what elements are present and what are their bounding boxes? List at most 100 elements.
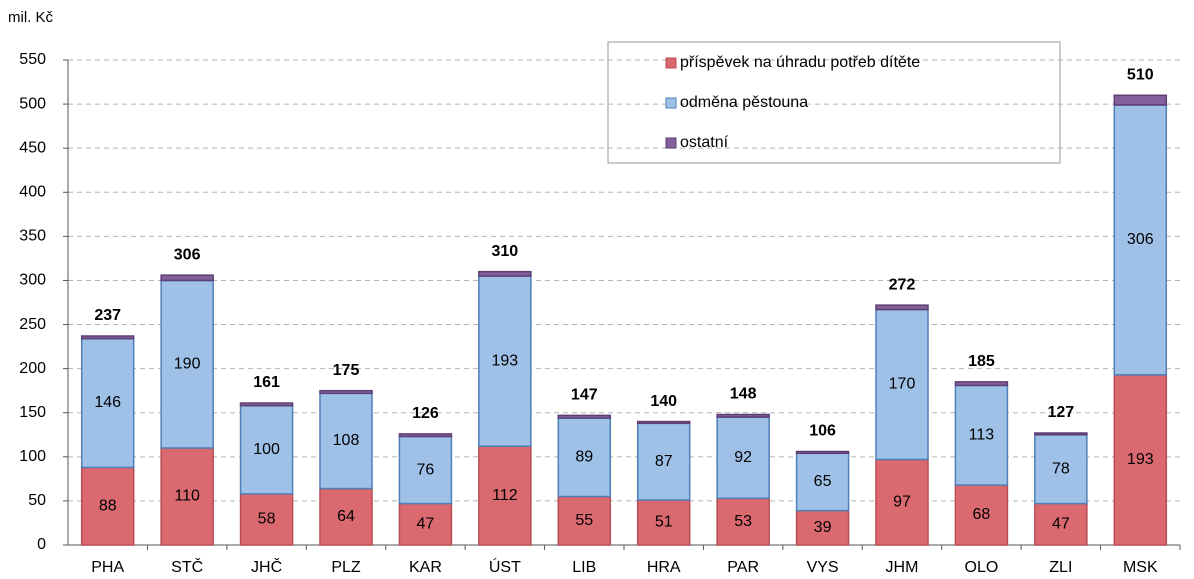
- y-tick-label: 300: [19, 272, 46, 289]
- x-tick-label: LIB: [572, 559, 596, 576]
- bar-segment: [875, 458, 929, 546]
- x-tick-label: JHM: [886, 559, 919, 576]
- value-label: 190: [174, 355, 201, 372]
- bar-segment: [1113, 94, 1168, 106]
- total-label: 510: [1127, 66, 1154, 83]
- y-tick-label: 550: [19, 51, 46, 68]
- value-label: 97: [893, 493, 911, 510]
- bar-segment: [557, 414, 612, 419]
- value-label: 68: [973, 506, 991, 523]
- total-label: 127: [1048, 404, 1075, 421]
- value-label: 58: [258, 511, 276, 528]
- y-tick-label: 250: [19, 316, 46, 333]
- bar-segment: [875, 304, 929, 311]
- bar-segment: [160, 447, 214, 546]
- y-axis-label: mil. Kč: [8, 9, 54, 26]
- x-tick-label: JHČ: [251, 557, 282, 576]
- bar-segment: [160, 279, 214, 449]
- total-label: 237: [94, 307, 121, 324]
- bar-segment: [160, 274, 214, 282]
- y-tick-label: 0: [37, 536, 46, 553]
- legend-label: příspěvek na úhradu potřeb dítěte: [680, 54, 920, 71]
- value-label: 193: [492, 352, 519, 369]
- value-label: 78: [1052, 460, 1070, 477]
- value-label: 113: [969, 426, 995, 443]
- y-tick-label: 450: [19, 139, 46, 156]
- x-tick-label: STČ: [171, 557, 203, 576]
- bar-segment: [875, 308, 929, 461]
- y-tick-label: 100: [19, 448, 46, 465]
- y-tick-label: 50: [28, 492, 46, 509]
- bar-segment: [557, 417, 612, 498]
- value-label: 55: [575, 512, 593, 529]
- bar-segment: [716, 416, 770, 500]
- bar-segment: [80, 337, 135, 469]
- value-label: 51: [655, 514, 673, 531]
- x-tick-label: ÚST: [489, 557, 521, 576]
- value-label: 89: [575, 448, 593, 465]
- value-label: 47: [417, 515, 435, 532]
- bar-segment: [636, 499, 691, 546]
- bar-segment: [795, 450, 850, 455]
- bar-segment: [398, 502, 453, 546]
- y-tick-label: 350: [19, 228, 46, 245]
- total-label: 147: [571, 387, 598, 404]
- bar-segment: [1113, 104, 1168, 376]
- value-label: 64: [337, 508, 355, 525]
- bar-segment: [478, 275, 532, 447]
- value-label: 110: [174, 488, 200, 505]
- total-label: 161: [253, 374, 280, 391]
- x-tick-label: KAR: [409, 559, 442, 576]
- value-label: 47: [1052, 515, 1070, 532]
- total-label: 140: [650, 393, 677, 410]
- total-label: 185: [968, 353, 995, 370]
- y-tick-label: 400: [19, 183, 46, 200]
- x-tick-label: PHA: [91, 559, 124, 576]
- legend-swatch: [665, 97, 677, 109]
- value-label: 53: [734, 513, 752, 530]
- value-label: 65: [814, 473, 832, 490]
- legend-label: odměna pěstouna: [680, 94, 808, 111]
- value-label: 39: [814, 519, 832, 536]
- value-label: 146: [94, 394, 121, 411]
- bar-segment: [478, 270, 532, 277]
- value-label: 108: [333, 432, 360, 449]
- y-tick-label: 150: [19, 404, 46, 421]
- total-label: 126: [412, 405, 439, 422]
- value-label: 100: [253, 441, 280, 458]
- total-label: 310: [492, 243, 519, 260]
- total-label: 306: [174, 246, 201, 263]
- x-tick-label: PLZ: [331, 559, 361, 576]
- total-label: 148: [730, 386, 757, 403]
- bar-segment: [636, 420, 691, 425]
- y-tick-label: 500: [19, 95, 46, 112]
- bar-segment: [239, 402, 294, 407]
- value-label: 306: [1127, 231, 1154, 248]
- bar-segment: [319, 392, 373, 490]
- bar-segment: [398, 435, 453, 505]
- x-tick-label: MSK: [1123, 559, 1158, 576]
- value-label: 112: [492, 487, 518, 504]
- bar-segment: [478, 445, 532, 546]
- value-label: 87: [655, 453, 673, 470]
- legend-swatch: [665, 57, 677, 69]
- value-label: 92: [734, 449, 752, 466]
- bar-segment: [80, 335, 135, 340]
- total-label: 175: [333, 362, 360, 379]
- bar-segment: [1113, 374, 1168, 546]
- bar-segment: [795, 509, 850, 546]
- total-label: 106: [809, 423, 836, 440]
- legend-swatch: [665, 137, 677, 149]
- x-tick-label: OLO: [965, 559, 999, 576]
- total-label: 272: [889, 276, 916, 293]
- bar-segment: [954, 484, 1009, 546]
- bar-segment: [557, 495, 612, 546]
- value-label: 170: [889, 376, 916, 393]
- bar-segment: [1034, 432, 1088, 436]
- value-label: 193: [1127, 451, 1154, 468]
- x-tick-label: HRA: [647, 559, 681, 576]
- legend-label: ostatní: [680, 134, 729, 151]
- y-tick-label: 200: [19, 360, 46, 377]
- value-label: 88: [99, 497, 117, 514]
